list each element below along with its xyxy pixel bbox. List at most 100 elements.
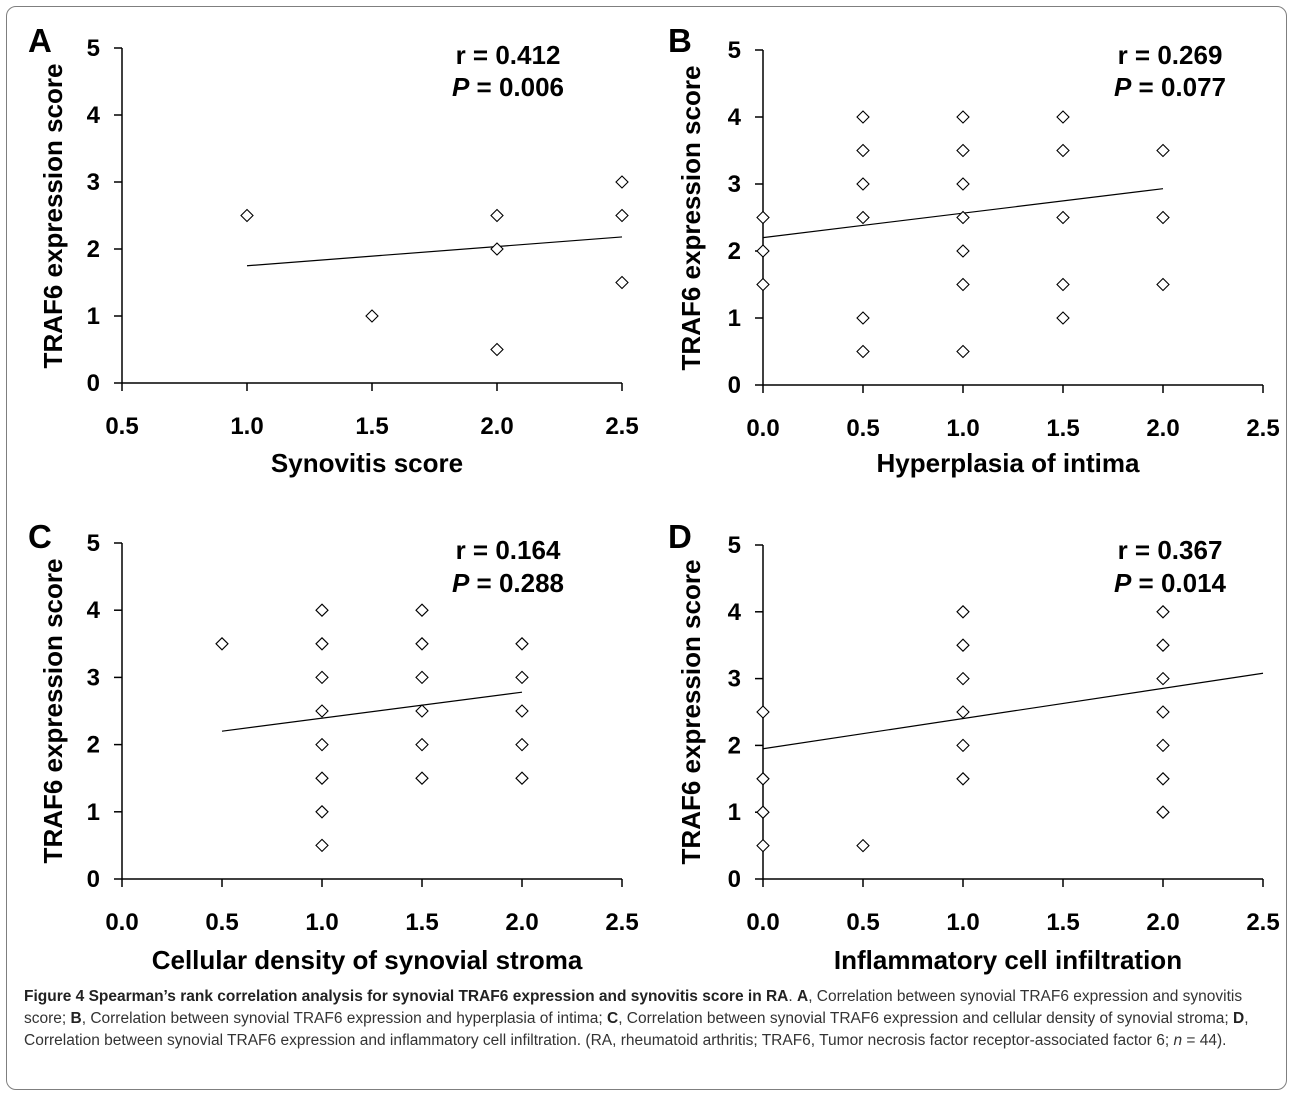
data-point [240,208,254,223]
data-point [215,637,229,651]
x-tick-label: 1.0 [946,909,979,936]
stat-p-value: = 0.077 [1131,72,1226,102]
data-point [415,637,429,651]
data-point [956,671,970,686]
y-tick-label: 2 [728,732,741,759]
data-point [490,242,504,256]
data-point [956,772,970,786]
y-tick-label: 1 [728,799,741,826]
x-tick-label: 2.5 [605,909,638,936]
trend-line [762,672,1264,750]
y-axis-title: TRAF6 expression score [676,66,706,371]
y-tick-label: 4 [87,597,101,624]
panel-c: 0 1 2 3 4 5 0.0 0.5 1.0 1.5 2.0 2.5 Cellular density… [28,518,639,975]
x-tick-label: 2.5 [1246,415,1279,442]
data-point [490,208,504,223]
data-point [515,704,529,718]
y-tick-label: 4 [728,599,742,626]
data-point [1156,671,1170,686]
x-tick-label: 2.5 [1246,909,1279,936]
data-point [415,704,429,718]
data-point [756,772,770,786]
stat-r: r = 0.367 [1118,535,1223,565]
caption-title-end: . [788,988,797,1005]
panel-b: 0 1 2 3 4 5 0.0 0.5 1.0 1.5 2.0 2.5 Hyperplasia of i… [668,22,1280,478]
x-axis-title: Cellular density of synovial stroma [152,945,583,975]
y-tick-label: 0 [728,866,741,893]
caption-key-c: C [606,1010,619,1027]
panel-a: 0 1 2 3 4 5 0.5 1.0 1.5 2.0 2.5 Synovitis score TRAF… [28,22,639,478]
data-point [756,210,770,225]
data-point [1056,311,1070,325]
data-point [856,210,870,225]
panel-d: 0 1 2 3 4 5 0.0 0.5 1.0 1.5 2.0 2.5 Inflammatory cel… [668,518,1280,975]
y-tick-label: 0 [87,370,100,397]
data-point [315,838,329,853]
data-point [315,603,329,617]
data-point [956,244,970,258]
caption-key-a: A [796,988,809,1005]
panel-letter: B [668,22,692,59]
x-tick-label: 2.5 [605,413,638,440]
data-point [1056,110,1070,124]
caption-text-b: , Correlation between synovial TRAF6 exp… [81,1010,607,1027]
stat-p-value: = 0.014 [1131,568,1226,598]
data-point [515,771,529,785]
data-point [1156,277,1170,292]
data-point [1056,210,1070,225]
x-tick-label: 2.0 [1146,415,1179,442]
x-tick-label: 2.0 [480,413,513,440]
data-point [956,110,970,124]
y-tick-label: 2 [87,236,100,263]
trend-line [221,691,523,732]
data-point [415,603,429,617]
figure-frame [6,6,1287,1090]
data-point [515,637,529,651]
data-point [315,737,329,752]
data-point [756,805,770,819]
x-tick-label: 1.0 [305,909,338,936]
caption-n-text: = 44). [1182,1032,1227,1049]
y-tick-label: 1 [728,305,741,332]
data-point [615,275,629,290]
x-axis-title: Hyperplasia of intima [877,448,1140,478]
data-point [1056,143,1070,158]
y-axis-title: TRAF6 expression score [38,64,68,369]
data-point [415,737,429,752]
stat-p-value: = 0.288 [469,568,564,598]
x-tick-label: 1.0 [230,413,263,440]
x-tick-label: 0.5 [846,909,879,936]
y-tick-label: 1 [87,799,100,826]
panel-letter: C [28,518,52,555]
data-point [1156,772,1170,786]
stat-p: P = 0.077 [1114,72,1226,102]
stat-r: r = 0.269 [1118,40,1223,70]
y-tick-label: 3 [728,666,741,693]
caption-text-d: , Correlation between synovial TRAF6 exp… [24,1010,1249,1049]
panel-letter: A [28,22,52,59]
x-tick-label: 0.5 [205,909,238,936]
x-axis-title: Synovitis score [271,448,463,478]
y-tick-label: 2 [87,732,100,759]
x-tick-label: 1.5 [1046,415,1079,442]
x-axis-title: Inflammatory cell infiltration [834,945,1182,975]
y-tick-label: 0 [728,372,741,399]
caption-title: Figure 4 Spearman’s rank correlation ana… [24,988,789,1005]
data-point [956,738,970,753]
data-point [856,344,870,359]
data-point [856,110,870,124]
y-tick-label: 3 [87,169,100,196]
y-tick-label: 1 [87,303,100,330]
y-tick-label: 4 [728,104,742,131]
y-tick-label: 5 [87,35,100,62]
x-tick-label: 2.0 [505,909,538,936]
y-tick-label: 3 [728,171,741,198]
data-point [415,771,429,785]
data-point [1156,143,1170,158]
data-point [515,670,529,685]
x-tick-label: 1.5 [405,909,438,936]
caption-key-d: D [1233,1010,1245,1027]
data-point [315,771,329,785]
stat-p: P = 0.006 [452,72,564,102]
caption-n-label: n [1173,1032,1183,1049]
